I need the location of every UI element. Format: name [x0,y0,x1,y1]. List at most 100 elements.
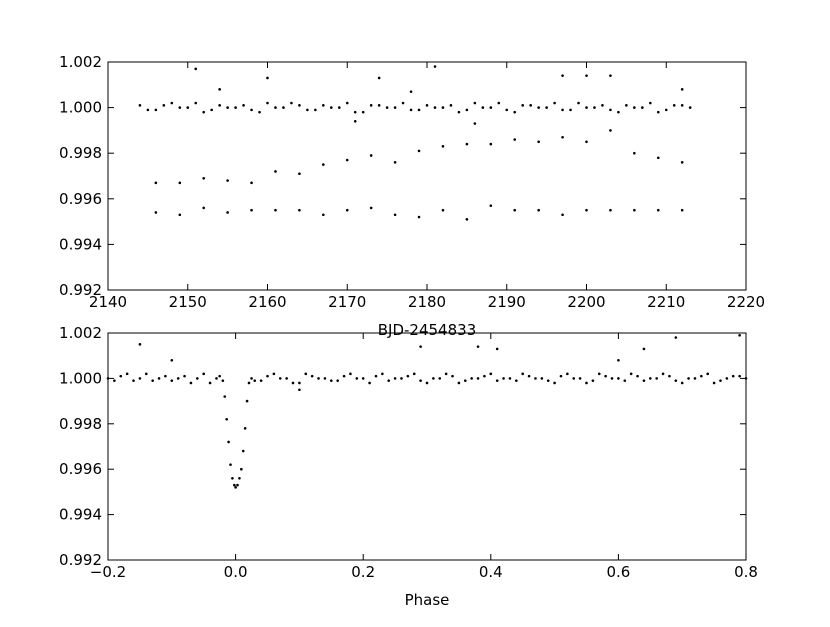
data-point [642,347,646,351]
data-point [451,374,454,378]
data-point [680,104,684,107]
data-point [470,377,473,380]
data-point [465,142,469,146]
data-point [473,122,477,125]
data-point [680,381,684,385]
data-point [164,374,167,378]
data-point [601,104,604,107]
data-point [680,208,684,212]
data-point [706,372,710,376]
data-point [298,104,301,107]
data-point [144,372,148,376]
data-point [617,110,620,114]
data-point [633,208,636,212]
data-point [274,208,277,212]
data-point [247,381,251,385]
y-tick-label: 0.998 [59,144,102,162]
y-tick-label: 1.002 [59,324,102,342]
data-point [353,110,357,114]
data-point [250,181,253,185]
data-point [242,104,245,107]
data-point [381,372,384,376]
data-point [243,427,247,430]
y-tick-label: 0.996 [59,460,102,478]
data-point [738,374,741,378]
data-point [656,110,660,114]
data-point [559,374,563,378]
data-point [642,379,646,382]
data-point [238,476,241,480]
data-point [361,110,365,114]
data-point [330,379,333,382]
data-point [409,108,413,112]
data-point [245,399,249,403]
data-point [278,377,282,380]
data-point [322,213,325,217]
data-point [489,106,493,109]
data-point [540,377,544,380]
data-point [189,381,193,385]
data-point [585,106,588,109]
data-point [693,377,697,380]
data-point [208,381,212,385]
y-tick-label: 0.994 [59,506,102,524]
x-tick-label: 2210 [647,293,685,311]
data-point [202,372,205,376]
data-point [463,379,467,382]
data-point [349,372,352,376]
data-point [593,106,596,109]
data-point [489,142,493,146]
data-point [495,347,499,351]
data-point [641,106,644,109]
data-point [202,206,205,210]
data-point [432,377,435,380]
data-point [272,372,276,376]
data-point [298,381,301,385]
data-point [186,106,190,109]
data-point [465,108,469,112]
x-tick-label: 2160 [248,293,286,311]
data-point [409,90,413,93]
data-point [680,88,684,91]
data-point [258,110,261,114]
data-point [377,104,381,107]
data-point [668,374,671,378]
data-point [585,381,588,385]
data-point [241,449,245,453]
data-point [387,379,391,382]
data-point [138,104,142,107]
data-point [561,74,564,77]
x-tick-label: 2170 [328,293,366,311]
data-point [157,377,161,380]
data-point [146,108,150,112]
data-point [578,377,582,380]
data-point [221,379,225,382]
x-tick-label: 0.0 [224,563,248,581]
data-point [433,65,437,68]
data-point [223,395,227,398]
data-point [489,372,493,376]
data-point [591,379,595,382]
data-point [649,377,652,380]
data-point [393,213,397,217]
data-point [306,108,309,112]
data-point [561,135,564,139]
data-point [687,377,690,380]
data-point [274,106,277,109]
data-point [417,149,421,153]
data-point [194,67,198,71]
axes-frame [107,61,747,291]
data-point [178,106,182,109]
data-point [218,104,221,107]
data-point [337,106,341,109]
data-point [419,345,422,348]
data-point [226,179,229,182]
data-point [537,106,540,109]
data-point [274,170,277,173]
data-point [162,104,166,107]
data-point [537,208,540,212]
data-point [250,208,253,212]
data-point [138,343,142,346]
data-point [202,176,205,180]
y-tick-label: 1.000 [59,99,102,117]
